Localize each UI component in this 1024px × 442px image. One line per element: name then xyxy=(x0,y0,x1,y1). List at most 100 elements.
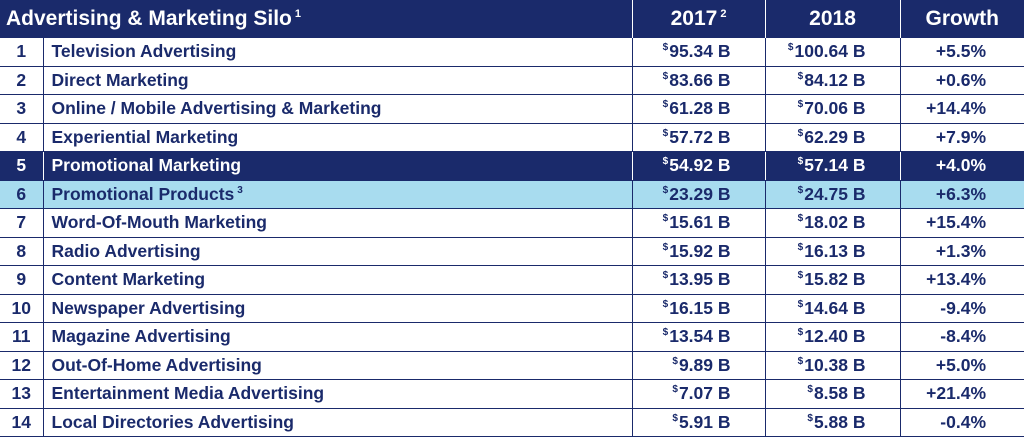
value-2017: 23.29 B xyxy=(669,183,731,204)
silo-name: Radio Advertising xyxy=(51,240,201,261)
value-2018-cell: $62.29 B xyxy=(764,123,901,152)
silo-name: Online / Mobile Advertising & Marketing xyxy=(51,98,382,119)
table-row: 2 Direct Marketing $83.66 B $84.12 B +0.6% xyxy=(0,66,1024,95)
value-2017-cell: $83.66 B xyxy=(631,66,766,95)
currency-symbol: $ xyxy=(662,42,669,54)
value-2018-cell: $5.88 B xyxy=(764,408,901,437)
rank-cell: 6 xyxy=(0,180,43,209)
value-2017: 13.54 B xyxy=(669,326,731,347)
rank-cell: 8 xyxy=(0,237,43,266)
value-2017: 61.28 B xyxy=(669,98,731,119)
rank-cell: 10 xyxy=(0,294,43,323)
value-2018: 16.13 B xyxy=(804,240,866,261)
value-2018: 8.58 B xyxy=(813,383,866,404)
value-2017-cell: $95.34 B xyxy=(631,38,766,67)
column-header-silo: Advertising & Marketing Silo 1 xyxy=(0,0,633,38)
silo-name-cell: Promotional Marketing xyxy=(42,151,633,181)
currency-symbol: $ xyxy=(797,184,804,196)
year1-footnote-marker: 2 xyxy=(720,8,727,20)
currency-symbol: $ xyxy=(662,156,669,168)
silo-name: Experiential Marketing xyxy=(51,126,239,147)
column-header-2018: 2018 xyxy=(764,0,901,38)
value-2018-cell: $16.13 B xyxy=(764,237,901,266)
silo-footnote-marker: 1 xyxy=(294,8,302,20)
growth-cell: +15.4% xyxy=(899,208,1024,238)
value-2017: 5.91 B xyxy=(678,411,731,432)
currency-symbol: $ xyxy=(797,298,804,310)
value-2018: 14.64 B xyxy=(804,297,866,318)
table-row: 8 Radio Advertising $15.92 B $16.13 B +1.3% xyxy=(0,237,1024,266)
value-2017: 57.72 B xyxy=(669,126,731,147)
rank-cell: 7 xyxy=(0,208,43,238)
table-row: 9 Content Marketing $13.95 B $15.82 B +13.4% xyxy=(0,265,1024,295)
table-row: 3 Online / Mobile Advertising & Marketing… xyxy=(0,94,1024,124)
value-2018-cell: $10.38 B xyxy=(764,351,901,380)
value-2018-cell: $57.14 B xyxy=(764,151,901,181)
silo-header-label: Advertising & Marketing Silo xyxy=(6,7,292,30)
silo-name-cell: Out-Of-Home Advertising xyxy=(42,351,633,380)
value-2018-cell: $84.12 B xyxy=(764,66,901,95)
value-2017: 15.61 B xyxy=(669,212,731,233)
value-2017-cell: $54.92 B xyxy=(631,151,766,181)
silo-name-cell: Newspaper Advertising xyxy=(42,294,633,323)
value-2017-cell: $13.95 B xyxy=(631,265,766,295)
value-2018: 62.29 B xyxy=(804,126,866,147)
currency-symbol: $ xyxy=(662,270,669,282)
name-footnote-marker: 3 xyxy=(237,184,243,196)
value-2018: 10.38 B xyxy=(804,354,866,375)
silo-name-cell: Radio Advertising xyxy=(42,237,633,266)
value-2017-cell: $5.91 B xyxy=(631,408,766,437)
silo-name-cell: Online / Mobile Advertising & Marketing xyxy=(42,94,633,124)
header-row: Advertising & Marketing Silo 1 2017 2 2018… xyxy=(0,0,1024,38)
value-2017-cell: $16.15 B xyxy=(631,294,766,323)
value-2017-cell: $15.92 B xyxy=(631,237,766,266)
table-row: 14 Local Directories Advertising $5.91 B $5… xyxy=(0,408,1024,437)
value-2018: 5.88 B xyxy=(813,411,866,432)
currency-symbol: $ xyxy=(672,384,678,396)
value-2017-cell: $23.29 B xyxy=(631,180,766,209)
growth-cell: +14.4% xyxy=(899,94,1024,124)
silo-name: Word-Of-Mouth Marketing xyxy=(51,212,267,233)
value-2017-cell: $61.28 B xyxy=(631,94,766,124)
value-2018-cell: $14.64 B xyxy=(764,294,901,323)
table-row: 10 Newspaper Advertising $16.15 B $14.64 B-… xyxy=(0,294,1024,323)
silo-name-cell: Magazine Advertising xyxy=(42,322,633,352)
currency-symbol: $ xyxy=(797,99,804,111)
column-header-2017: 2017 2 xyxy=(631,0,766,38)
currency-symbol: $ xyxy=(662,99,669,111)
currency-symbol: $ xyxy=(662,70,669,82)
rank-cell: 1 xyxy=(0,38,43,67)
value-2017: 54.92 B xyxy=(669,155,731,176)
value-2018-cell: $15.82 B xyxy=(764,265,901,295)
currency-symbol: $ xyxy=(662,127,669,139)
rank-cell: 13 xyxy=(0,379,43,409)
currency-symbol: $ xyxy=(662,327,669,339)
table-row: 6 Promotional Products 3 $23.29 B $24.75 B +6… xyxy=(0,180,1024,209)
growth-cell: -8.4% xyxy=(899,322,1024,352)
currency-symbol: $ xyxy=(797,156,804,168)
currency-symbol: $ xyxy=(797,70,804,82)
currency-symbol: $ xyxy=(797,127,804,139)
silo-name-cell: Content Marketing xyxy=(42,265,633,295)
silo-name: Promotional Marketing xyxy=(51,155,242,176)
table-row: 11 Magazine Advertising $13.54 B $12.40 B -8… xyxy=(0,322,1024,352)
currency-symbol: $ xyxy=(672,412,678,424)
growth-cell: +1.3% xyxy=(899,237,1024,266)
silo-name: Out-Of-Home Advertising xyxy=(51,354,262,375)
currency-symbol: $ xyxy=(672,355,678,367)
silo-name: Newspaper Advertising xyxy=(51,297,246,318)
table-row: 12 Out-Of-Home Advertising $9.89 B $10.38 B… xyxy=(0,351,1024,380)
rank-cell: 3 xyxy=(0,94,43,124)
currency-symbol: $ xyxy=(797,355,804,367)
currency-symbol: $ xyxy=(662,184,669,196)
silo-name-cell: Entertainment Media Advertising xyxy=(42,379,633,409)
value-2018-cell: $24.75 B xyxy=(764,180,901,209)
silo-name-cell: Local Directories Advertising xyxy=(42,408,633,437)
silo-name: Entertainment Media Advertising xyxy=(51,383,325,404)
value-2017: 95.34 B xyxy=(669,41,731,62)
table-header: Advertising & Marketing Silo 1 2017 2 2018… xyxy=(0,0,1024,38)
value-2018-cell: $70.06 B xyxy=(764,94,901,124)
rank-cell: 2 xyxy=(0,66,43,95)
growth-cell: +6.3% xyxy=(899,180,1024,209)
